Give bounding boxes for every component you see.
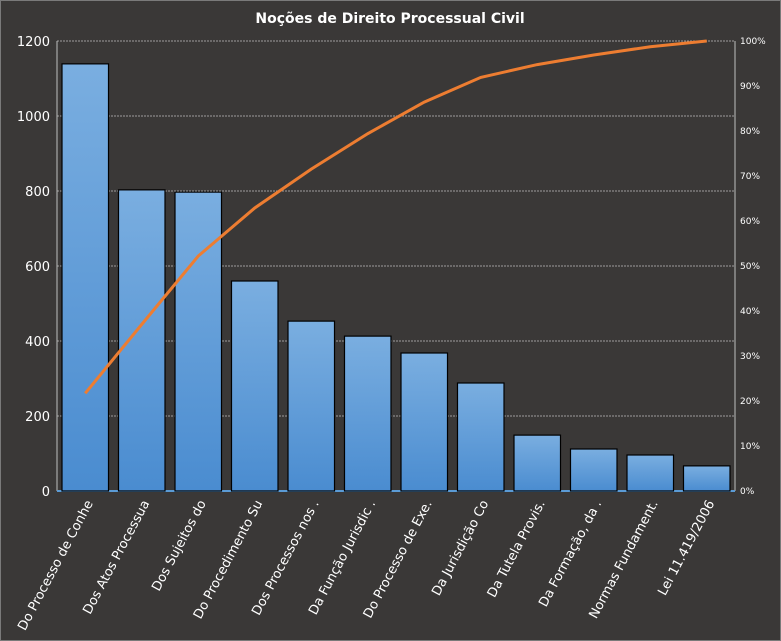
bar xyxy=(626,454,675,492)
y-tick-label: 800 xyxy=(25,185,50,200)
y2-tick-label: 40% xyxy=(740,307,760,317)
y2-tick-label: 50% xyxy=(740,262,760,272)
y2-tick-label: 60% xyxy=(740,217,760,227)
x-tick-label: Da Jurisdição Co xyxy=(429,498,492,599)
bar xyxy=(400,352,449,492)
x-tick-label: Da Formação, da . xyxy=(536,498,605,610)
y-tick-label: 1000 xyxy=(17,110,50,125)
y2-tick-label: 20% xyxy=(740,397,760,407)
bar xyxy=(456,382,505,492)
x-tick-label: Da Tutela Provis. xyxy=(485,498,549,600)
chart-title: Noções de Direito Processual Civil xyxy=(255,11,524,27)
x-tick-label: Lei 11.419/2006 xyxy=(655,498,718,598)
y2-tick-label: 80% xyxy=(740,127,760,137)
bar xyxy=(230,280,279,492)
y2-tick-label: 100% xyxy=(740,37,766,47)
bar xyxy=(682,465,731,492)
y2-tick-label: 90% xyxy=(740,82,760,92)
y-tick-label: 400 xyxy=(25,335,50,350)
bar xyxy=(513,434,562,492)
y2-tick-label: 10% xyxy=(740,442,760,452)
y-tick-label: 0 xyxy=(42,485,50,500)
bar xyxy=(174,191,223,492)
bar xyxy=(61,63,110,492)
y2-tick-label: 0% xyxy=(740,487,755,497)
x-tick-label: Dos Sujeitos do xyxy=(149,498,210,594)
bar xyxy=(287,320,336,492)
y-tick-label: 600 xyxy=(25,260,50,275)
bar xyxy=(569,448,618,492)
y2-tick-label: 70% xyxy=(740,172,760,182)
bar xyxy=(343,335,392,492)
cumulative-line xyxy=(84,39,707,395)
y-tick-label: 1200 xyxy=(17,35,50,50)
bar xyxy=(117,189,166,492)
x-tick-label: Dos Atos Processua xyxy=(80,498,153,617)
y-tick-label: 200 xyxy=(25,410,50,425)
y2-tick-label: 30% xyxy=(740,352,760,362)
